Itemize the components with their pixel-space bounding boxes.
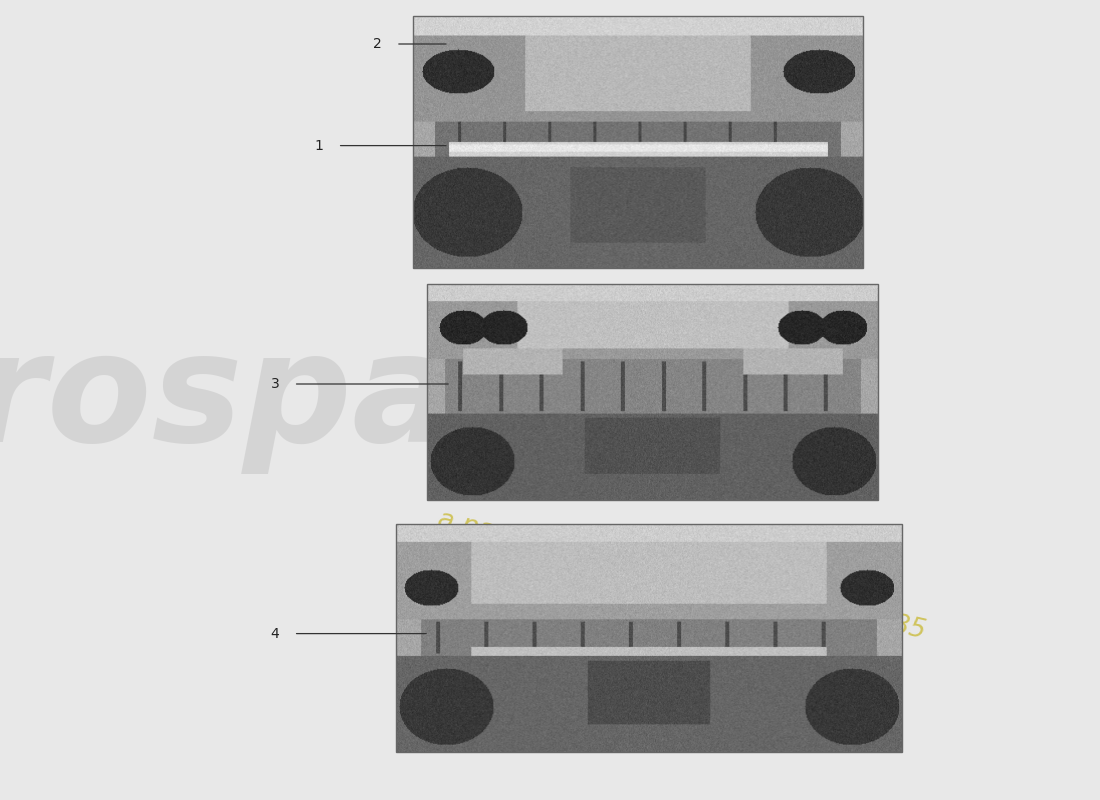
Text: eurospares: eurospares bbox=[0, 326, 725, 474]
Text: a passion for performance since 1985: a passion for performance since 1985 bbox=[436, 507, 928, 645]
Bar bbox=[396, 524, 902, 752]
Text: 3: 3 bbox=[271, 377, 279, 391]
Text: 2: 2 bbox=[373, 37, 382, 51]
Text: 4: 4 bbox=[271, 626, 279, 641]
Bar bbox=[412, 16, 864, 268]
Bar bbox=[427, 284, 878, 500]
Text: 1: 1 bbox=[315, 138, 323, 153]
